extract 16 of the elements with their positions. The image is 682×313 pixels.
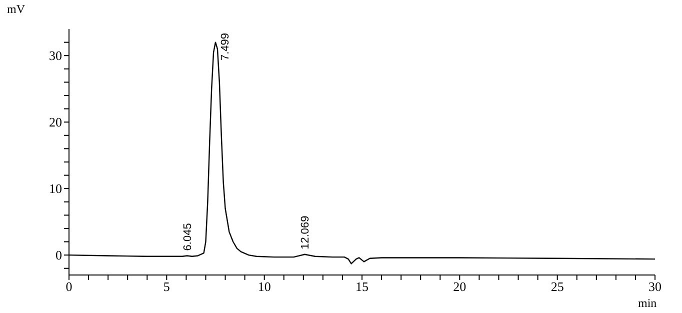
x-tick-label: 25 <box>550 279 564 294</box>
x-axis-title: min <box>638 296 657 311</box>
x-tick-label: 5 <box>163 279 170 294</box>
y-tick-label: 0 <box>56 248 62 263</box>
y-tick-label: 10 <box>49 181 62 196</box>
x-tick-label: 10 <box>258 279 271 294</box>
annotation: 6.045 <box>182 223 194 251</box>
x-tick-label: 0 <box>66 279 72 294</box>
y-tick-label: 30 <box>49 48 62 64</box>
y-axis-title: mV <box>7 2 25 17</box>
annotation: 12.069 <box>300 216 312 250</box>
x-tick-label: 15 <box>356 279 368 294</box>
x-tick-label: 20 <box>453 279 466 294</box>
annotation: 7.499 <box>219 33 232 61</box>
x-tick-label: 30 <box>648 279 662 294</box>
y-tick-label: 20 <box>49 114 62 130</box>
